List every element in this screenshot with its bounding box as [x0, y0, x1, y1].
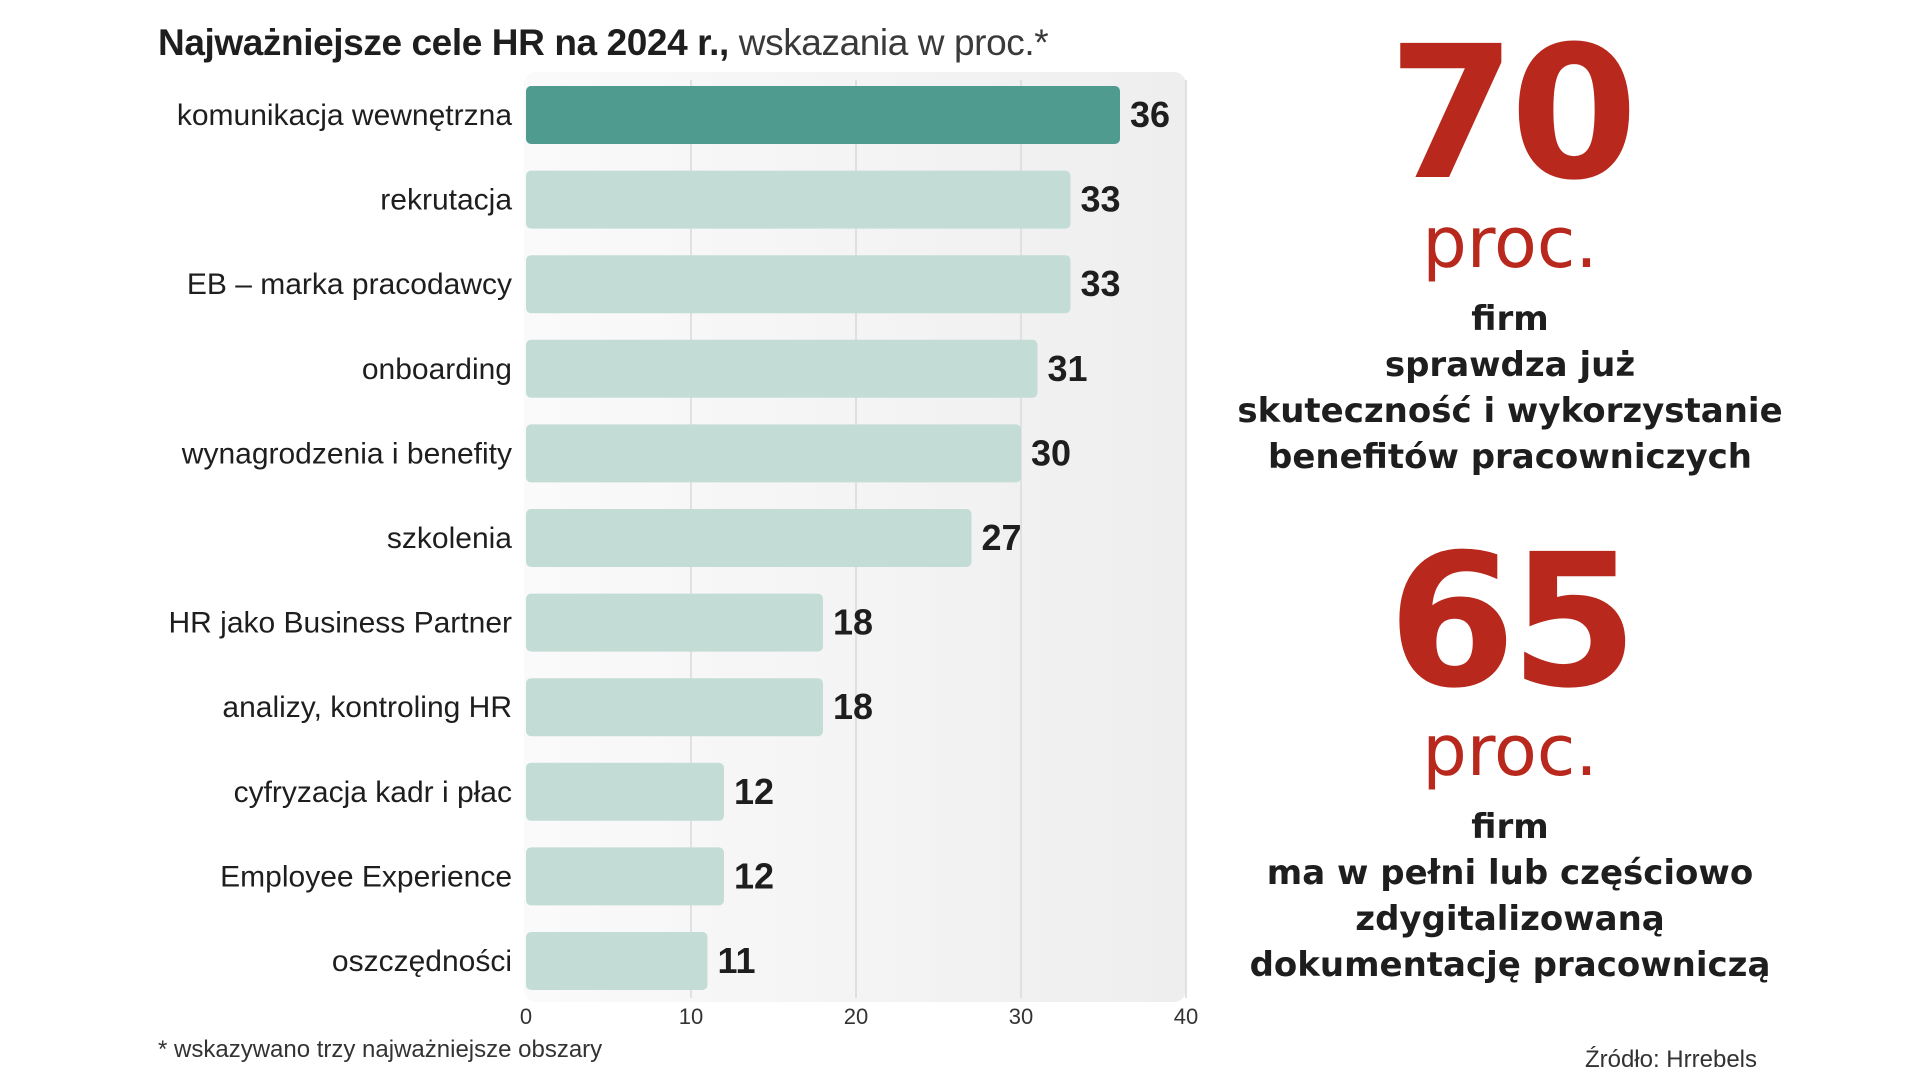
data-label: 33 [1081, 263, 1121, 304]
bar [526, 932, 708, 990]
footnote: * wskazywano trzy najważniejsze obszary [158, 1036, 603, 1063]
category-label: wynagrodzenia i benefity [181, 437, 512, 470]
data-label: 18 [833, 602, 873, 643]
category-label: rekrutacja [380, 184, 512, 217]
category-label: cyfryzacja kadr i płac [234, 776, 512, 809]
stat-desc-line: sprawdza już [1384, 345, 1636, 385]
bar [526, 86, 1120, 144]
bar [526, 593, 823, 652]
category-label: szkolenia [387, 522, 512, 555]
category-label: onboarding [362, 353, 512, 386]
stat-number: 65 [1387, 515, 1638, 729]
data-label: 30 [1031, 432, 1071, 473]
stat-unit: proc. [1422, 710, 1598, 792]
x-tick-label: 40 [1174, 1004, 1198, 1029]
bar [526, 847, 724, 906]
data-label: 36 [1130, 94, 1170, 135]
stat-desc-line: benefitów pracowniczych [1267, 437, 1753, 477]
data-label: 12 [734, 855, 774, 896]
stat-desc-line: ma w pełni lub częściowo [1266, 853, 1754, 893]
stat-desc-line: skuteczność i wykorzystanie [1237, 391, 1783, 431]
stat-block-2: 65 proc. firm ma w pełni lub częściowo z… [1220, 530, 1800, 988]
chart-title-main: Najważniejsze cele HR na 2024 r., [158, 22, 729, 63]
category-label: komunikacja wewnętrzna [177, 99, 512, 132]
stat-block-1: 70 proc. firm sprawdza już skuteczność i… [1220, 22, 1800, 480]
bar [526, 170, 1071, 229]
data-label: 11 [718, 940, 756, 981]
stat-desc-line: zdygitalizowaną [1355, 899, 1665, 939]
category-label: analizy, kontroling HR [222, 691, 512, 724]
data-label: 18 [833, 686, 873, 727]
stat-desc-line: firm [1471, 299, 1549, 339]
stat-unit: proc. [1422, 202, 1598, 284]
data-label: 33 [1081, 179, 1121, 220]
bar [526, 339, 1038, 398]
x-tick-label: 30 [1009, 1004, 1033, 1029]
data-label: 27 [982, 517, 1022, 558]
x-tick-label: 20 [844, 1004, 868, 1029]
bar [526, 255, 1071, 314]
bar [526, 424, 1021, 483]
stat-description: firm sprawdza już skuteczność i wykorzys… [1220, 296, 1800, 480]
x-tick-label: 0 [520, 1004, 532, 1029]
category-label: HR jako Business Partner [169, 607, 512, 640]
category-label: EB – marka pracodawcy [187, 268, 512, 301]
data-label: 31 [1048, 348, 1088, 389]
stat-description: firm ma w pełni lub częściowo zdygitaliz… [1220, 804, 1800, 988]
stat-number: 70 [1387, 7, 1638, 221]
bar [526, 678, 823, 737]
stat-desc-line: firm [1471, 807, 1549, 847]
category-label: Employee Experience [220, 860, 512, 893]
bar [526, 762, 724, 821]
stat-desc-line: dokumentację pracowniczą [1249, 945, 1771, 985]
data-label: 12 [734, 771, 774, 812]
chart-title-sub: wskazania w proc.* [728, 22, 1049, 63]
category-label: oszczędności [332, 945, 512, 978]
chart-title: Najważniejsze cele HR na 2024 r., wskaza… [158, 22, 1049, 64]
source-note: Źródło: Hrrebels [1584, 1046, 1757, 1073]
x-tick-label: 10 [679, 1004, 703, 1029]
bar [526, 509, 972, 567]
